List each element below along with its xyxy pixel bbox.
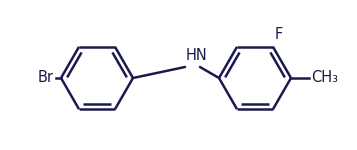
Text: Br: Br [38,70,54,86]
Text: HN: HN [186,48,208,63]
Text: F: F [275,27,283,42]
Text: CH₃: CH₃ [311,70,338,86]
